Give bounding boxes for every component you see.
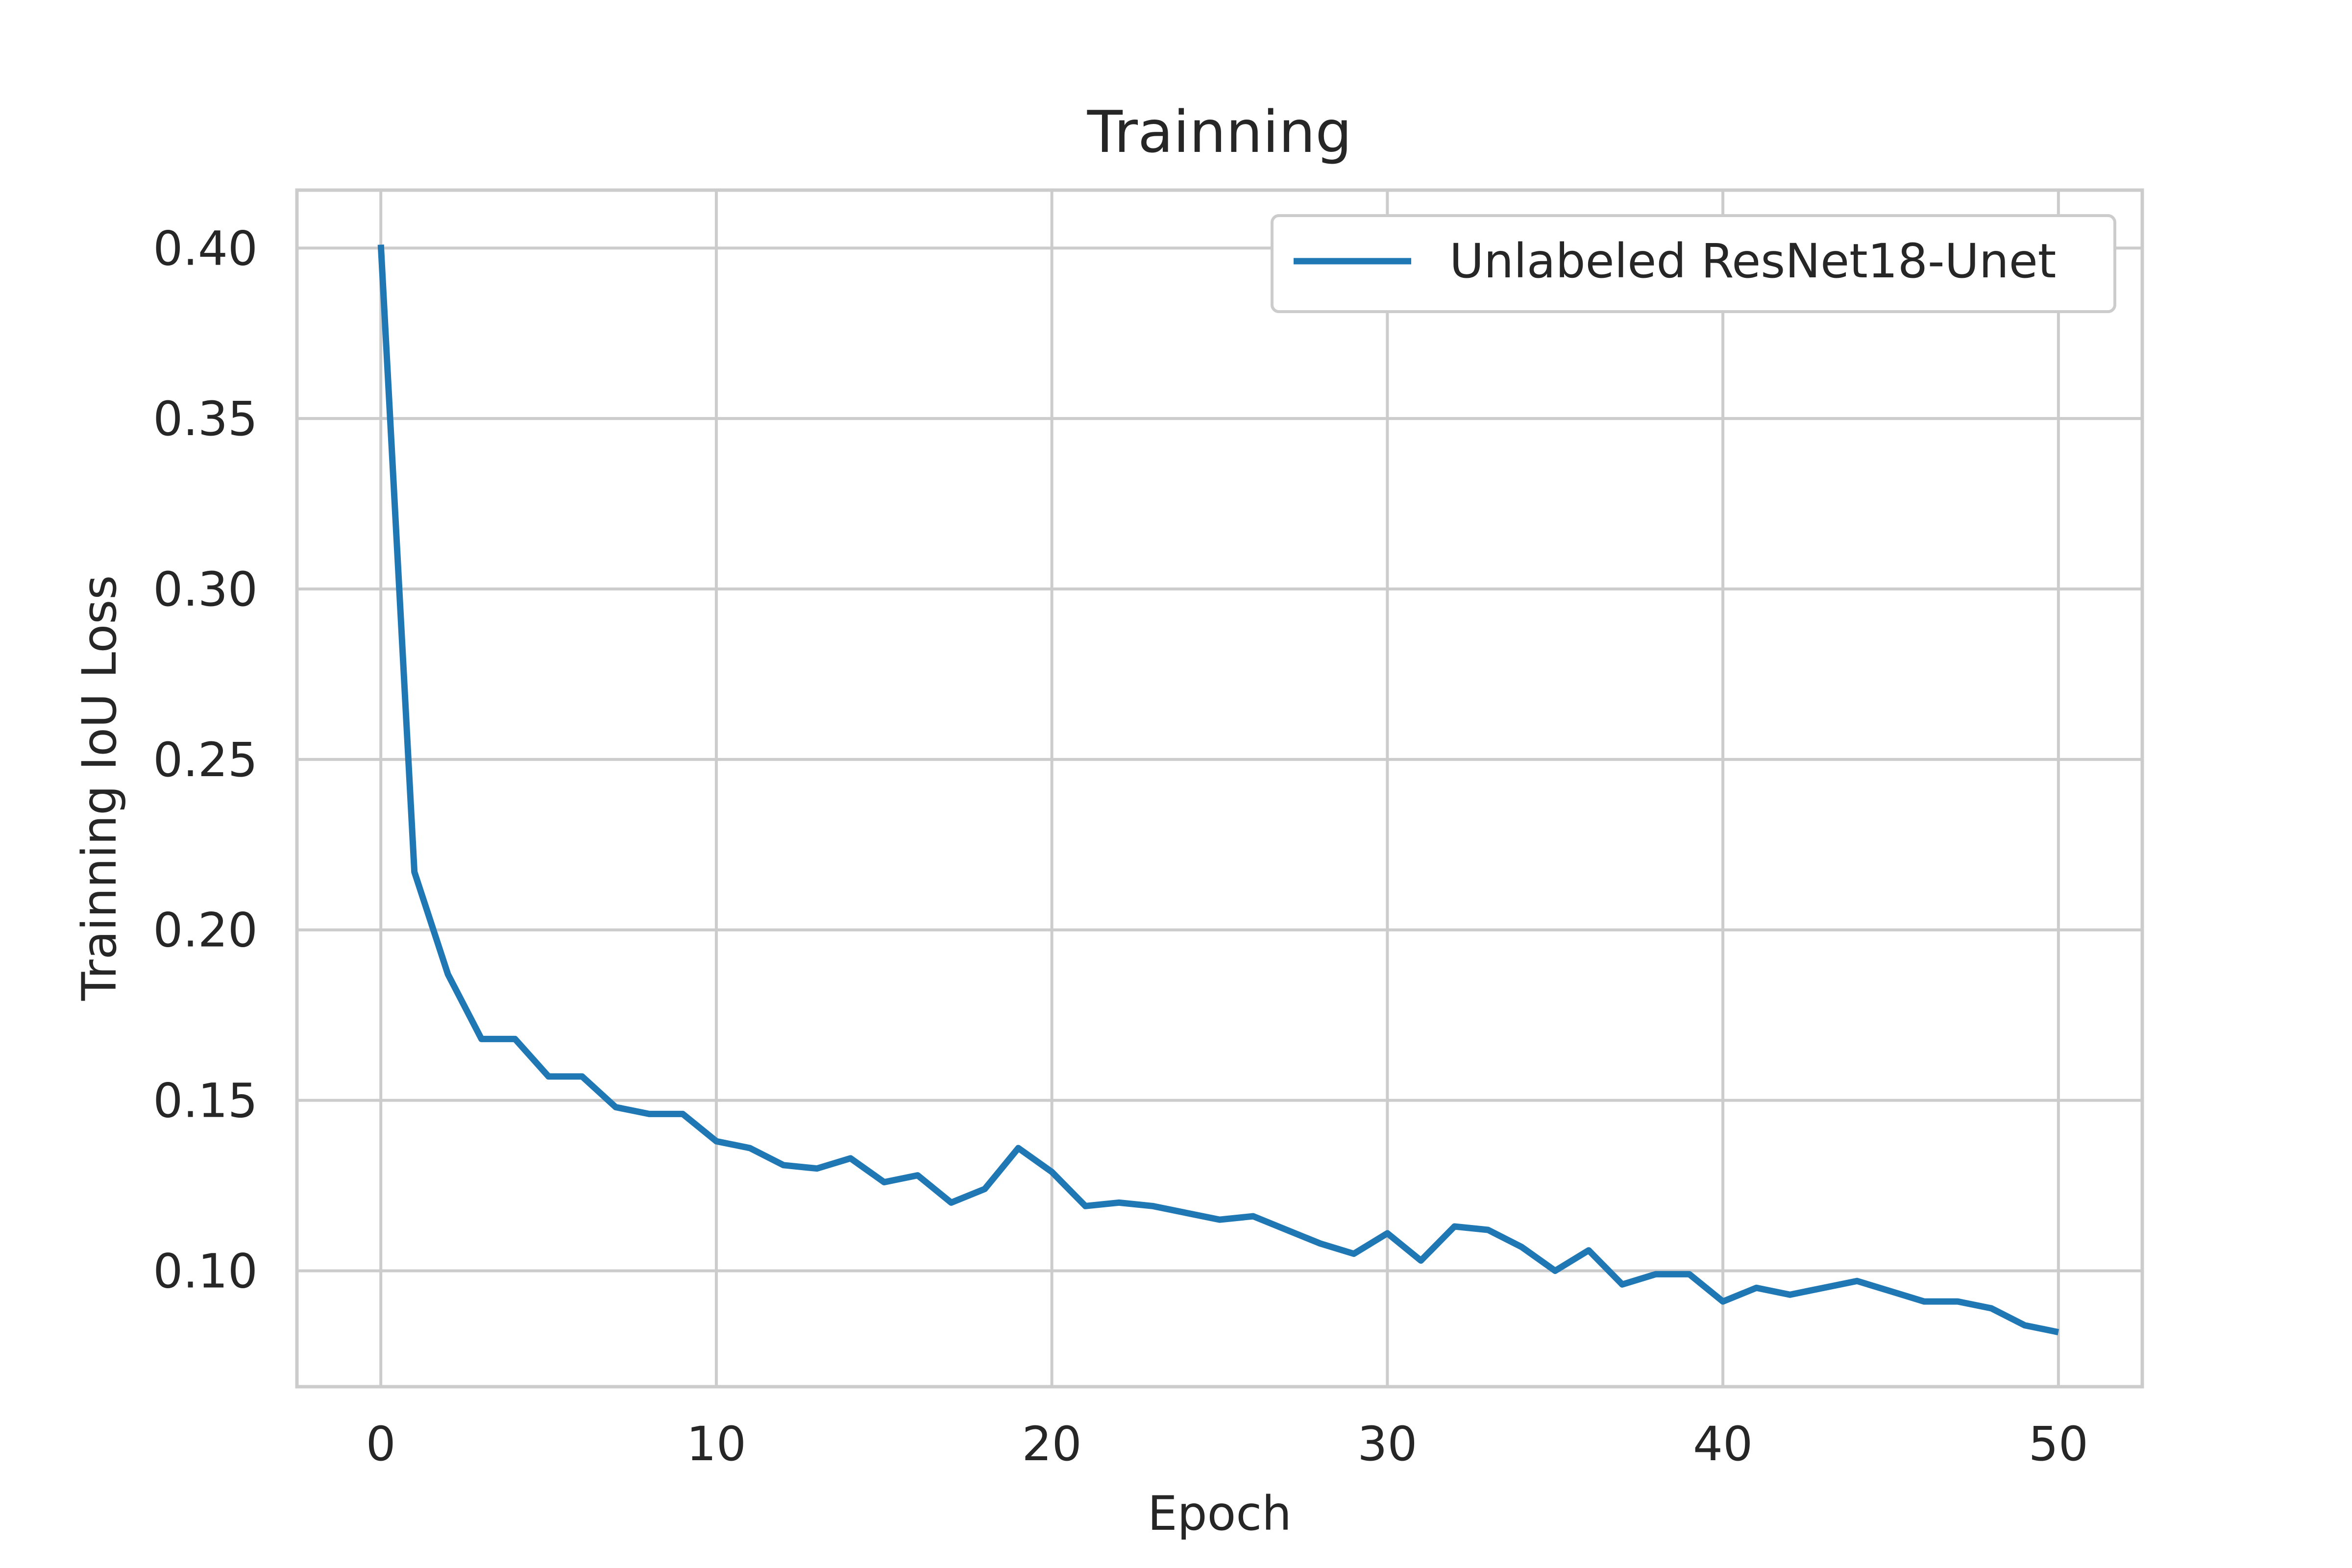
x-tick-label-0: 0 — [366, 1417, 396, 1471]
y-tick-label-0.15: 0.15 — [153, 1074, 258, 1128]
plot-frame — [295, 188, 2144, 1389]
x-tick-label-40: 40 — [1693, 1417, 1753, 1471]
x-tick-label-30: 30 — [1357, 1417, 1417, 1471]
series-line-0 — [377, 244, 2059, 1336]
legend: Unlabeled ResNet18-Unet — [1271, 214, 2116, 313]
x-axis-label: Epoch — [1148, 1486, 1292, 1541]
x-axis-ticks: 0 10 20 30 40 50 — [366, 1417, 2088, 1471]
y-tick-label-0.40: 0.40 — [153, 221, 258, 276]
x-tick-label-50: 50 — [2029, 1417, 2088, 1471]
series-layer — [377, 244, 2059, 1336]
x-tick-label-10: 10 — [686, 1417, 746, 1471]
gridlines — [297, 190, 2142, 1387]
x-tick-label-20: 20 — [1022, 1417, 1082, 1471]
y-tick-label-0.20: 0.20 — [153, 903, 258, 958]
y-tick-label-0.25: 0.25 — [153, 733, 258, 787]
legend-label-unlabeled-resnet18-unet: Unlabeled ResNet18-Unet — [1449, 234, 2056, 289]
y-tick-label-0.35: 0.35 — [153, 392, 258, 446]
y-tick-label-0.30: 0.30 — [153, 562, 258, 617]
legend-box — [1271, 214, 2116, 313]
y-axis-label: Trainning IoU Loss — [72, 575, 127, 1002]
y-tick-label-0.10: 0.10 — [153, 1244, 258, 1298]
chart-title: Trainning — [1087, 98, 1352, 166]
y-axis-ticks: 0.10 0.15 0.20 0.25 0.30 0.35 0.40 — [153, 221, 258, 1298]
